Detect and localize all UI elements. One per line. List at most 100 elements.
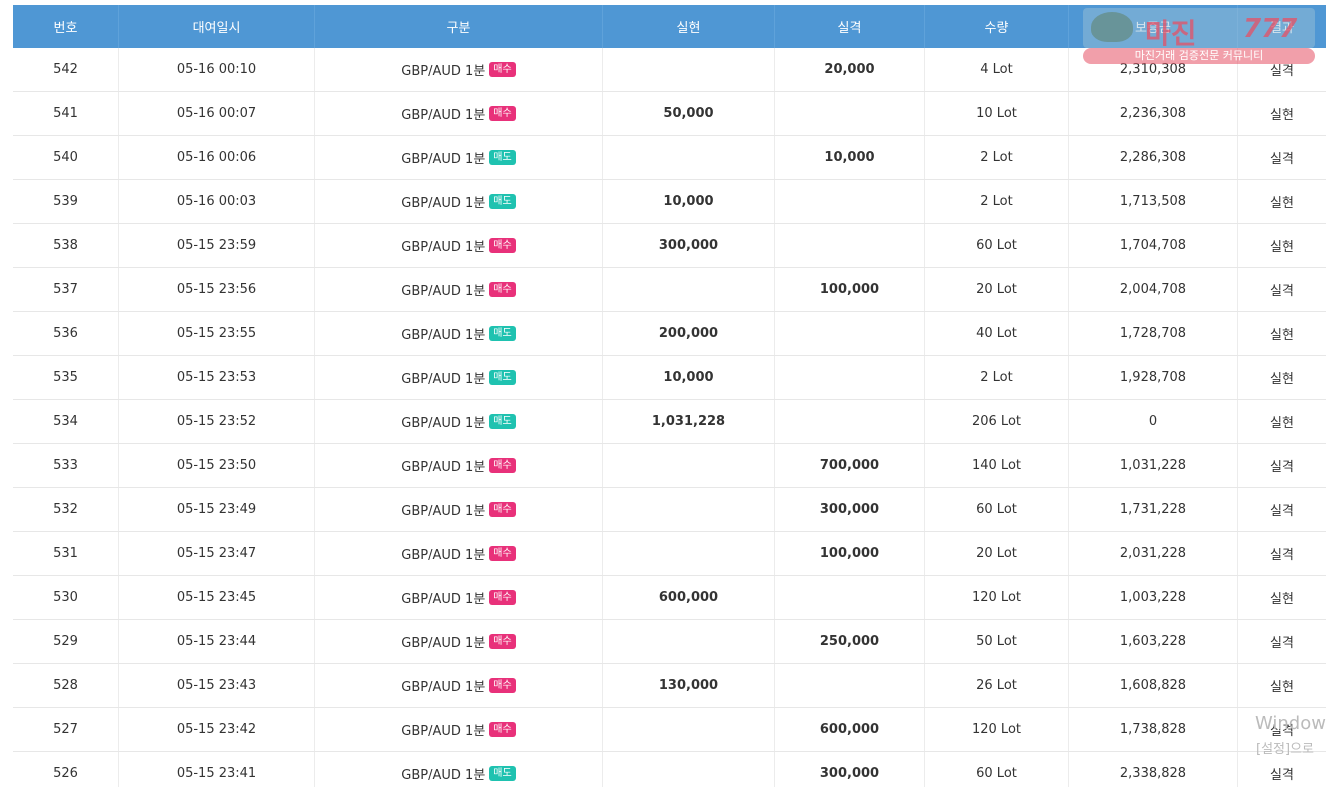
row-loss — [775, 92, 925, 135]
row-loss — [775, 664, 925, 707]
col-header-result[interactable]: 결과 — [1270, 21, 1294, 36]
row-quantity: 26 Lot — [925, 664, 1069, 707]
col-header-number[interactable]: 번호 — [13, 5, 119, 48]
row-result: 실격 — [1270, 460, 1294, 475]
row-realized — [603, 708, 775, 751]
row-realized — [603, 444, 775, 487]
row-pair: GBP/AUD 1분 — [401, 328, 486, 343]
buy-badge: 매수 — [489, 634, 516, 649]
row-quantity: 120 Lot — [925, 708, 1069, 751]
row-result: 실격 — [1270, 768, 1294, 783]
row-loss — [775, 576, 925, 619]
row-type-cell: GBP/AUD 1분 매도 — [315, 752, 603, 787]
row-datetime: 05-15 23:47 — [119, 532, 315, 575]
row-pair: GBP/AUD 1분 — [401, 592, 486, 607]
row-number: 529 — [13, 620, 119, 663]
table-row[interactable]: 528 05-15 23:43 GBP/AUD 1분 매수 130,000 26 Lot 1… — [13, 664, 1326, 708]
row-datetime: 05-15 23:42 — [119, 708, 315, 751]
col-header-type[interactable]: 구분 — [315, 5, 603, 48]
buy-badge: 매수 — [489, 106, 516, 121]
row-quantity: 206 Lot — [925, 400, 1069, 443]
table-row[interactable]: 526 05-15 23:41 GBP/AUD 1분 매도 300,000 60 Lot 2… — [13, 752, 1326, 787]
buy-badge: 매수 — [489, 282, 516, 297]
row-pair: GBP/AUD 1분 — [401, 64, 486, 79]
table-row[interactable]: 532 05-15 23:49 GBP/AUD 1분 매수 300,000 60 Lot 1… — [13, 488, 1326, 532]
row-number: 538 — [13, 224, 119, 267]
row-number: 531 — [13, 532, 119, 575]
row-type-cell: GBP/AUD 1분 매수 — [315, 268, 603, 311]
row-type-cell: GBP/AUD 1분 매수 — [315, 92, 603, 135]
sell-badge: 매도 — [489, 194, 516, 209]
row-quantity: 2 Lot — [925, 180, 1069, 223]
table-row[interactable]: 536 05-15 23:55 GBP/AUD 1분 매도 200,000 40 Lot 1… — [13, 312, 1326, 356]
buy-badge: 매수 — [489, 722, 516, 737]
col-header-realized[interactable]: 실현 — [603, 5, 775, 48]
row-type-cell: GBP/AUD 1분 매도 — [315, 136, 603, 179]
row-result: 실격 — [1270, 152, 1294, 167]
row-datetime: 05-15 23:44 — [119, 620, 315, 663]
table-row[interactable]: 541 05-16 00:07 GBP/AUD 1분 매수 50,000 10 Lot 2,… — [13, 92, 1326, 136]
row-result: 실현 — [1270, 680, 1294, 695]
row-result: 실현 — [1270, 196, 1294, 211]
row-pair: GBP/AUD 1분 — [401, 724, 486, 739]
sell-badge: 매도 — [489, 150, 516, 165]
table-row[interactable]: 542 05-16 00:10 GBP/AUD 1분 매수 20,000 4 Lot 2,3… — [13, 48, 1326, 92]
buy-badge: 매수 — [489, 546, 516, 561]
row-result: 실격 — [1270, 284, 1294, 299]
row-pair: GBP/AUD 1분 — [401, 504, 486, 519]
row-quantity: 40 Lot — [925, 312, 1069, 355]
row-loss — [775, 356, 925, 399]
row-result: 실현 — [1270, 592, 1294, 607]
row-type-cell: GBP/AUD 1분 매수 — [315, 664, 603, 707]
row-datetime: 05-15 23:53 — [119, 356, 315, 399]
row-realized: 300,000 — [603, 224, 775, 267]
windows-activation-notice: Window — [1255, 713, 1326, 734]
row-deposit: 1,704,708 — [1069, 224, 1238, 267]
row-quantity: 10 Lot — [925, 92, 1069, 135]
row-deposit: 1,031,228 — [1069, 444, 1238, 487]
row-number: 534 — [13, 400, 119, 443]
row-datetime: 05-15 23:50 — [119, 444, 315, 487]
row-deposit: 1,713,508 — [1069, 180, 1238, 223]
buy-badge: 매수 — [489, 238, 516, 253]
table-row[interactable]: 535 05-15 23:53 GBP/AUD 1분 매도 10,000 2 Lot 1,9… — [13, 356, 1326, 400]
table-row[interactable]: 539 05-16 00:03 GBP/AUD 1분 매도 10,000 2 Lot 1,7… — [13, 180, 1326, 224]
table-row[interactable]: 538 05-15 23:59 GBP/AUD 1분 매수 300,000 60 Lot 1… — [13, 224, 1326, 268]
row-realized — [603, 268, 775, 311]
row-datetime: 05-15 23:45 — [119, 576, 315, 619]
row-deposit: 1,731,228 — [1069, 488, 1238, 531]
col-header-datetime[interactable]: 대여일시 — [119, 5, 315, 48]
row-type-cell: GBP/AUD 1분 매도 — [315, 180, 603, 223]
table-row[interactable]: 530 05-15 23:45 GBP/AUD 1분 매수 600,000 120 Lot… — [13, 576, 1326, 620]
row-quantity: 20 Lot — [925, 268, 1069, 311]
row-deposit: 2,338,828 — [1069, 752, 1238, 787]
buy-badge: 매수 — [489, 590, 516, 605]
row-result: 실격 — [1270, 504, 1294, 519]
row-datetime: 05-15 23:56 — [119, 268, 315, 311]
table-row[interactable]: 531 05-15 23:47 GBP/AUD 1분 매수 100,000 20 Lot 2… — [13, 532, 1326, 576]
row-deposit: 1,608,828 — [1069, 664, 1238, 707]
col-header-loss[interactable]: 실격 — [775, 5, 925, 48]
row-pair: GBP/AUD 1분 — [401, 152, 486, 167]
col-header-deposit[interactable]: 보증금 — [1069, 5, 1238, 48]
table-row[interactable]: 537 05-15 23:56 GBP/AUD 1분 매수 100,000 20 Lot 2… — [13, 268, 1326, 312]
row-quantity: 20 Lot — [925, 532, 1069, 575]
row-deposit: 1,728,708 — [1069, 312, 1238, 355]
table-row[interactable]: 533 05-15 23:50 GBP/AUD 1분 매수 700,000 140 Lot… — [13, 444, 1326, 488]
row-realized — [603, 752, 775, 787]
row-type-cell: GBP/AUD 1분 매수 — [315, 532, 603, 575]
row-number: 532 — [13, 488, 119, 531]
table-row[interactable]: 529 05-15 23:44 GBP/AUD 1분 매수 250,000 50 Lot 1… — [13, 620, 1326, 664]
table-header: 번호 대여일시 구분 실현 실격 수량 보증금 결과 — [13, 5, 1326, 48]
table-row[interactable]: 534 05-15 23:52 GBP/AUD 1분 매도 1,031,228 206 L… — [13, 400, 1326, 444]
row-loss: 10,000 — [775, 136, 925, 179]
row-datetime: 05-15 23:41 — [119, 752, 315, 787]
table-row[interactable]: 540 05-16 00:06 GBP/AUD 1분 매도 10,000 2 Lot 2,2… — [13, 136, 1326, 180]
col-header-quantity[interactable]: 수량 — [925, 5, 1069, 48]
row-deposit: 2,286,308 — [1069, 136, 1238, 179]
table-row[interactable]: 527 05-15 23:42 GBP/AUD 1분 매수 600,000 120 Lot… — [13, 708, 1326, 752]
row-pair: GBP/AUD 1분 — [401, 196, 486, 211]
row-realized — [603, 532, 775, 575]
row-loss: 300,000 — [775, 488, 925, 531]
row-type-cell: GBP/AUD 1분 매수 — [315, 620, 603, 663]
